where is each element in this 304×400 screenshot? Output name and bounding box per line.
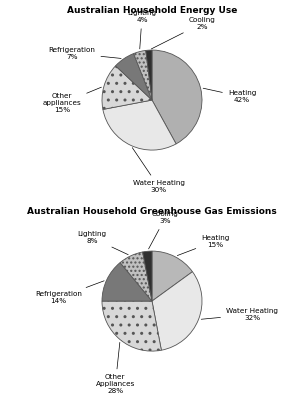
Wedge shape <box>133 50 152 100</box>
Text: Cooling
3%: Cooling 3% <box>149 211 179 249</box>
Text: Water Heating
30%: Water Heating 30% <box>132 148 185 193</box>
Wedge shape <box>103 100 176 150</box>
Title: Australian Household Energy Use: Australian Household Energy Use <box>67 6 237 14</box>
Wedge shape <box>102 301 161 351</box>
Text: Other
appliances
15%: Other appliances 15% <box>43 87 102 113</box>
Title: Australian Household Greenhouse Gas Emissions: Australian Household Greenhouse Gas Emis… <box>27 206 277 216</box>
Wedge shape <box>120 252 152 301</box>
Text: Water Heating
32%: Water Heating 32% <box>201 308 278 321</box>
Wedge shape <box>152 50 202 144</box>
Text: Heating
15%: Heating 15% <box>177 234 230 256</box>
Text: Lighting
8%: Lighting 8% <box>78 231 128 255</box>
Wedge shape <box>152 251 192 301</box>
Text: Refrigeration
14%: Refrigeration 14% <box>35 281 104 304</box>
Text: Refrigeration
7%: Refrigeration 7% <box>49 47 121 60</box>
Text: Other
Appliances
28%: Other Appliances 28% <box>96 342 135 394</box>
Text: Heating
42%: Heating 42% <box>203 88 256 103</box>
Wedge shape <box>116 54 152 100</box>
Text: Cooling
2%: Cooling 2% <box>151 17 216 49</box>
Wedge shape <box>152 272 202 350</box>
Wedge shape <box>102 66 152 110</box>
Wedge shape <box>143 251 152 301</box>
Text: Lighting
4%: Lighting 4% <box>127 10 157 49</box>
Wedge shape <box>102 262 152 301</box>
Wedge shape <box>146 50 152 100</box>
